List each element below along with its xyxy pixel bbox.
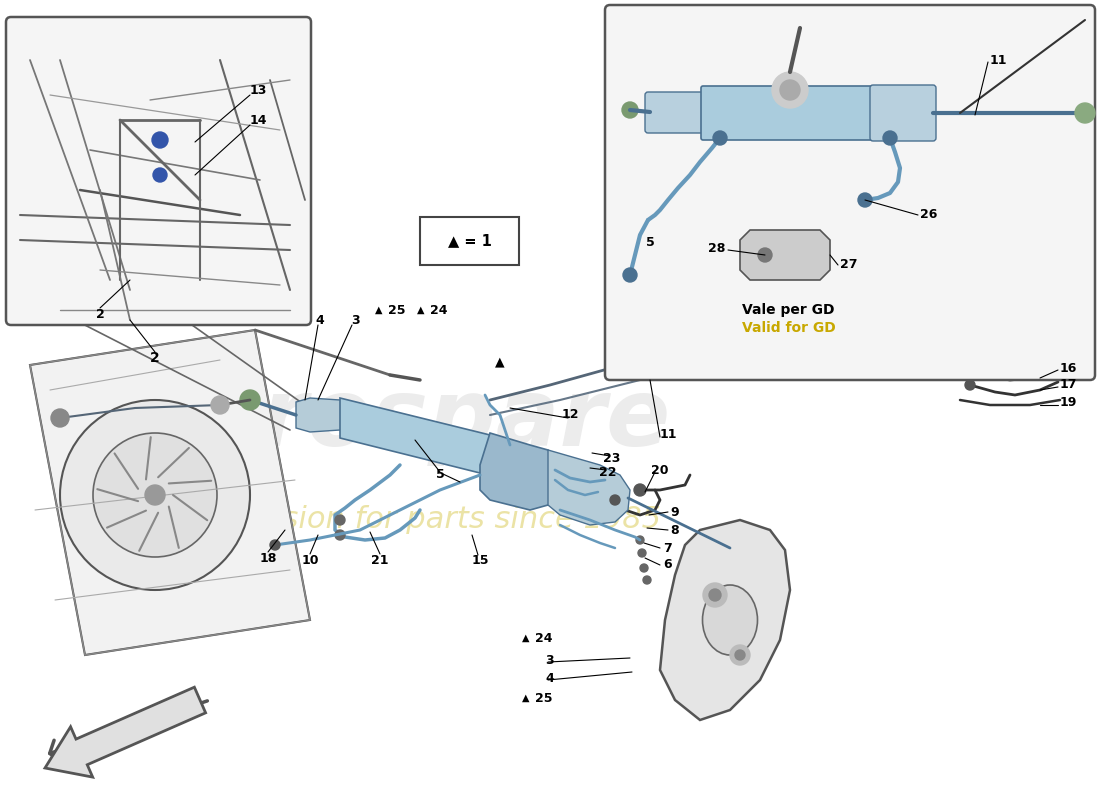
Circle shape: [644, 576, 651, 584]
Text: eurospare: eurospare: [130, 374, 671, 466]
Ellipse shape: [60, 400, 250, 590]
Circle shape: [730, 645, 750, 665]
Text: 3: 3: [351, 314, 360, 326]
Circle shape: [621, 102, 638, 118]
Circle shape: [713, 131, 727, 145]
Text: 13: 13: [250, 83, 267, 97]
Polygon shape: [30, 330, 310, 655]
Text: 19: 19: [1060, 397, 1077, 410]
Text: 12: 12: [561, 409, 579, 422]
Circle shape: [336, 530, 345, 540]
Circle shape: [211, 396, 229, 414]
FancyBboxPatch shape: [6, 17, 311, 325]
Text: 5: 5: [647, 235, 654, 249]
Text: 16: 16: [1060, 362, 1077, 374]
Text: ▲ = 1: ▲ = 1: [448, 234, 492, 249]
Polygon shape: [660, 520, 790, 720]
Circle shape: [1075, 103, 1094, 123]
Text: 25: 25: [535, 691, 552, 705]
Circle shape: [610, 495, 620, 505]
Text: 8: 8: [670, 523, 679, 537]
Text: Valid for GD: Valid for GD: [742, 321, 836, 335]
FancyBboxPatch shape: [870, 85, 936, 141]
Circle shape: [975, 370, 984, 380]
Text: 23: 23: [603, 451, 620, 465]
Circle shape: [336, 515, 345, 525]
Text: ▲: ▲: [417, 305, 424, 315]
Text: 27: 27: [840, 258, 858, 271]
Text: 17: 17: [1060, 378, 1078, 391]
Circle shape: [780, 80, 800, 100]
Text: 20: 20: [651, 463, 669, 477]
Circle shape: [240, 390, 260, 410]
Text: Vale per GD: Vale per GD: [742, 303, 835, 317]
Text: 26: 26: [920, 209, 937, 222]
Text: 24: 24: [430, 303, 448, 317]
FancyBboxPatch shape: [420, 217, 519, 265]
Text: 24: 24: [535, 631, 552, 645]
FancyBboxPatch shape: [605, 5, 1094, 380]
Text: 6: 6: [663, 558, 672, 571]
Circle shape: [51, 409, 69, 427]
Text: 9: 9: [670, 506, 679, 518]
Text: 4: 4: [316, 314, 324, 326]
Text: 15: 15: [471, 554, 488, 566]
Text: 3: 3: [546, 654, 554, 666]
Circle shape: [758, 248, 772, 262]
Polygon shape: [740, 230, 830, 280]
FancyBboxPatch shape: [701, 86, 875, 140]
Text: ▲: ▲: [374, 305, 382, 315]
Text: a passion for parts since 1985: a passion for parts since 1985: [199, 506, 660, 534]
Polygon shape: [296, 398, 358, 432]
Polygon shape: [548, 450, 630, 525]
Circle shape: [153, 168, 167, 182]
Circle shape: [634, 484, 646, 496]
Text: 4: 4: [546, 671, 554, 685]
Text: 5: 5: [436, 469, 444, 482]
FancyBboxPatch shape: [645, 92, 706, 133]
Text: 25: 25: [388, 303, 406, 317]
Circle shape: [636, 536, 644, 544]
Text: 10: 10: [301, 554, 319, 566]
Polygon shape: [340, 398, 500, 475]
Text: 18: 18: [260, 551, 277, 565]
Text: 14: 14: [250, 114, 267, 126]
Circle shape: [152, 132, 168, 148]
Text: ▲: ▲: [521, 693, 529, 703]
Circle shape: [640, 564, 648, 572]
Circle shape: [145, 485, 165, 505]
Text: ▲: ▲: [521, 633, 529, 643]
Circle shape: [883, 131, 896, 145]
Text: 2: 2: [150, 351, 160, 365]
Circle shape: [735, 650, 745, 660]
Circle shape: [858, 193, 872, 207]
Text: ▲: ▲: [495, 355, 505, 369]
Text: 22: 22: [600, 466, 617, 478]
FancyArrow shape: [45, 687, 206, 777]
Circle shape: [772, 72, 808, 108]
Text: 2: 2: [96, 309, 104, 322]
Text: 21: 21: [372, 554, 388, 566]
Circle shape: [965, 380, 975, 390]
Text: 11: 11: [659, 429, 676, 442]
Circle shape: [703, 583, 727, 607]
Circle shape: [638, 549, 646, 557]
Ellipse shape: [703, 585, 758, 655]
Text: 11: 11: [990, 54, 1008, 66]
Text: 28: 28: [707, 242, 725, 254]
Circle shape: [710, 589, 720, 601]
Polygon shape: [480, 433, 560, 510]
Text: 7: 7: [663, 542, 672, 554]
Circle shape: [270, 540, 280, 550]
Circle shape: [623, 268, 637, 282]
Ellipse shape: [94, 433, 217, 557]
